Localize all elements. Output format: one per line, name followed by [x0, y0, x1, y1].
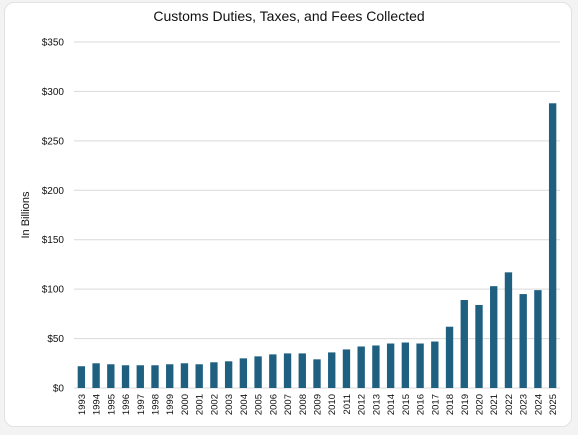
bar-2001 [195, 364, 203, 388]
bar-2024 [534, 290, 542, 388]
bar-2012 [357, 346, 365, 388]
bar-2006 [269, 354, 277, 388]
x-tick-label: 2018 [445, 394, 456, 415]
chart-title: Customs Duties, Taxes, and Fees Collecte… [153, 8, 425, 24]
bar-1994 [92, 363, 100, 388]
x-tick-label: 2008 [298, 394, 309, 415]
bar-2013 [372, 345, 380, 388]
bars [77, 103, 557, 388]
y-tick-label: $150 [42, 235, 65, 246]
x-axis-ticks: 1993 1994 1995 1996 1997 1998 1999 2000 2001 2002… [77, 394, 559, 415]
x-tick-label: 1996 [121, 394, 132, 415]
bar-2020 [475, 304, 483, 388]
bar-2009 [313, 359, 321, 388]
bar-1995 [107, 364, 115, 388]
bar-2005 [254, 356, 262, 388]
x-tick-label: 1999 [165, 394, 176, 415]
x-tick-label: 2012 [357, 394, 368, 415]
x-tick-label: 2022 [504, 394, 515, 415]
bar-1996 [121, 365, 130, 388]
bar-2011 [342, 349, 351, 388]
x-tick-label: 2023 [519, 394, 530, 415]
bar-2022 [504, 272, 513, 388]
bar-2003 [224, 361, 233, 388]
bar-2015 [401, 342, 410, 388]
x-tick-label: 2024 [533, 394, 544, 415]
bar-1999 [166, 364, 174, 388]
bar-2008 [298, 353, 306, 388]
bar-2019 [460, 300, 468, 388]
x-tick-label: 2005 [254, 394, 265, 415]
x-tick-label: 2006 [268, 394, 279, 415]
y-axis-ticks: $0 $50 $100 $150 $200 $250 $300 $350 [42, 38, 65, 395]
x-tick-label: 1997 [136, 394, 147, 415]
bar-2016 [416, 343, 424, 388]
y-tick-label: $350 [42, 38, 65, 49]
gridlines [74, 41, 560, 389]
x-tick-label: 2019 [460, 394, 471, 415]
y-tick-label: $300 [42, 87, 65, 98]
x-tick-label: 2013 [371, 394, 382, 415]
x-tick-label: 2004 [239, 394, 250, 415]
x-tick-label: 2025 [548, 394, 559, 415]
bar-2023 [519, 294, 527, 388]
y-tick-label: $200 [42, 186, 65, 197]
x-tick-label: 2003 [224, 394, 235, 415]
bar-2007 [283, 353, 292, 388]
x-tick-label: 2016 [416, 394, 427, 415]
x-tick-label: 2001 [195, 394, 206, 415]
x-tick-label: 2020 [475, 394, 486, 415]
bar-2010 [328, 352, 336, 388]
bar-2004 [239, 358, 248, 388]
x-tick-label: 2010 [327, 394, 338, 415]
bar-2002 [210, 362, 218, 388]
x-tick-label: 2017 [430, 394, 441, 415]
x-tick-label: 2014 [386, 394, 397, 415]
bar-2017 [431, 341, 439, 388]
x-tick-label: 2000 [180, 394, 191, 415]
x-tick-label: 2007 [283, 394, 294, 415]
bar-2018 [445, 326, 454, 388]
bar-2000 [180, 363, 189, 388]
x-tick-label: 2015 [401, 394, 412, 415]
x-tick-label: 2011 [342, 394, 353, 414]
bar-2021 [490, 286, 498, 388]
x-tick-label: 2021 [489, 394, 500, 415]
bar-1998 [151, 365, 159, 388]
bar-1993 [77, 366, 86, 388]
bar-2025 [548, 103, 557, 388]
x-tick-label: 2009 [313, 394, 324, 415]
y-tick-label: $0 [53, 384, 65, 395]
x-tick-label: 2002 [209, 394, 220, 415]
bar-1997 [136, 365, 144, 388]
y-tick-label: $50 [47, 334, 64, 345]
x-tick-label: 1994 [92, 394, 103, 415]
bar-2014 [386, 343, 395, 388]
y-tick-label: $250 [42, 136, 65, 147]
x-tick-label: 1995 [106, 394, 117, 415]
x-tick-label: 1998 [151, 394, 162, 415]
y-tick-label: $100 [42, 285, 65, 296]
x-tick-label: 1993 [77, 394, 88, 415]
